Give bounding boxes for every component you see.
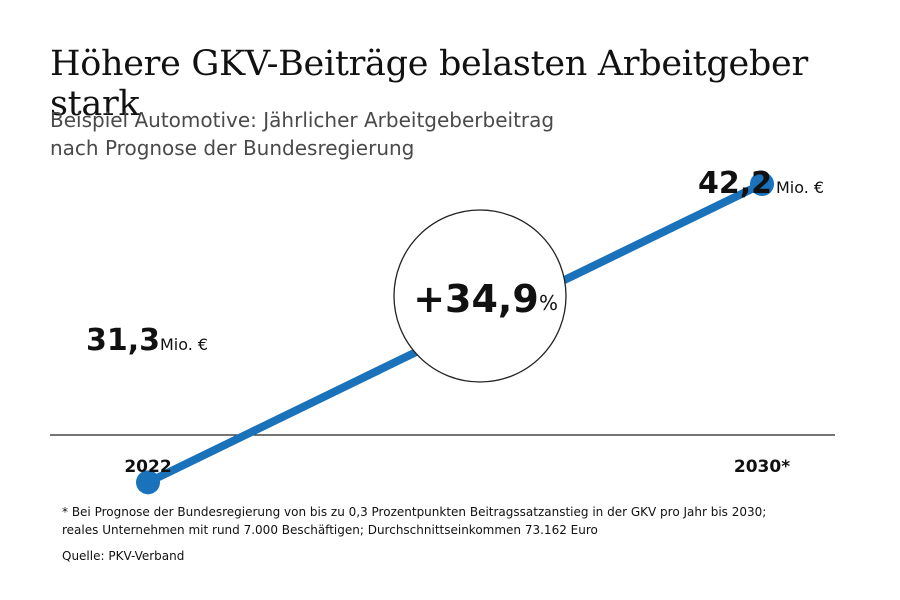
data-label-1: 31,3 [86,323,160,358]
change-unit-label: % [539,291,558,315]
change-value-label: +34,9 [413,277,539,321]
data-label-2: 42,2 [698,166,772,201]
data-point-1 [136,470,160,495]
data-point-2 [750,172,774,196]
source-note: Quelle: PKV-Verband [62,549,185,563]
subtitle-line-1: Beispiel Automotive: Jährlicher Arbeitge… [50,108,555,132]
x-tick-label-1: 2022 [124,457,171,477]
chart-subtitle: Beispiel Automotive: Jährlicher Arbeitge… [50,106,610,162]
subtitle-line-2: nach Prognose der Bundesregierung [50,136,415,160]
chart-title: Höhere GKV-Beiträge belasten Arbeitgeber… [50,44,808,124]
footnote-line-1: * Bei Prognose der Bundesregierung von b… [62,505,767,519]
footnote: * Bei Prognose der Bundesregierung von b… [62,503,862,539]
footnote-line-2: reales Unternehmen mit rund 7.000 Beschä… [62,523,598,537]
unit-label-1: Mio. € [160,335,208,354]
unit-label-2: Mio. € [776,178,824,197]
x-tick-label-2: 2030* [734,457,790,477]
change-circle [393,209,567,383]
